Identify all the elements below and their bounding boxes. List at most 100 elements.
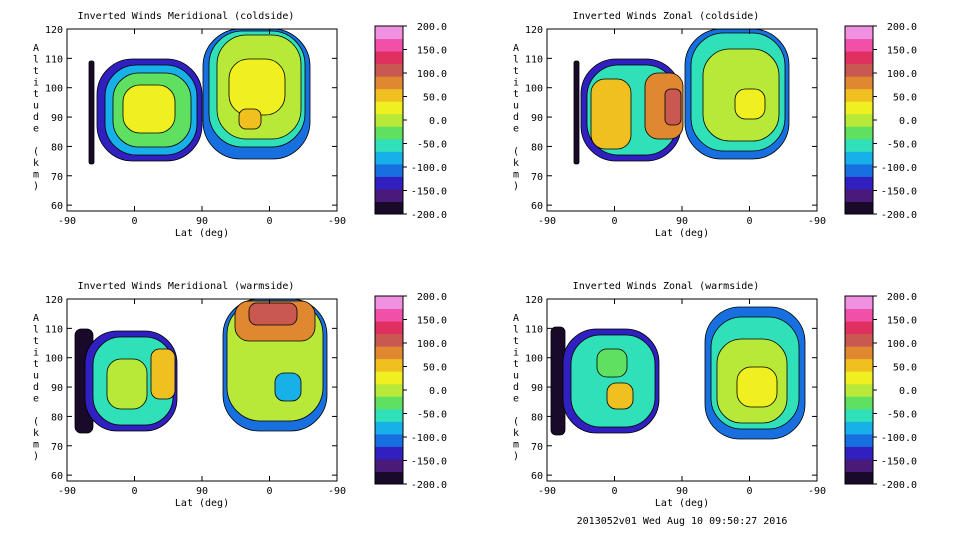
y-tick-label: 120	[45, 295, 63, 306]
x-tick-label: -90	[58, 486, 76, 497]
colorbar-segment	[845, 433, 873, 447]
y-tick-label: 60	[51, 471, 63, 482]
colorbar-segment	[845, 396, 873, 410]
colorbar-tick-label: 100.0	[887, 69, 917, 80]
colorbar-segment	[845, 308, 873, 322]
y-tick-label: 90	[51, 113, 63, 124]
colorbar-segment	[375, 471, 403, 485]
colorbar-segment	[375, 333, 403, 347]
contour-region	[88, 60, 95, 165]
colorbar-tick-label: 150.0	[417, 46, 447, 57]
x-axis-label: Lat (deg)	[175, 498, 229, 509]
x-tick-label: 90	[676, 216, 688, 227]
y-tick-label: 70	[531, 442, 543, 453]
colorbar-segment	[375, 188, 403, 202]
colorbar-segment	[845, 26, 873, 40]
y-tick-label: 60	[51, 201, 63, 212]
colorbar-segment	[375, 408, 403, 422]
y-tick-label: 70	[51, 442, 63, 453]
colorbar-segment	[845, 446, 873, 460]
contour-field	[573, 29, 790, 165]
colorbar-tick-label: 0.0	[899, 116, 917, 127]
contour-field	[550, 306, 806, 440]
x-tick-label: -90	[538, 486, 556, 497]
colorbar-tick-label: 100.0	[417, 69, 447, 80]
colorbar-tick-label: -150.0	[881, 457, 917, 468]
x-tick-label: 0	[611, 486, 617, 497]
colorbar-tick-label: 0.0	[899, 386, 917, 397]
x-tick-label: 0	[266, 216, 272, 227]
contour-region	[736, 366, 778, 408]
y-tick-label: 90	[531, 113, 543, 124]
footer-timestamp: 2013052v01 Wed Aug 10 09:50:27 2016	[577, 516, 788, 527]
colorbar-segment	[845, 138, 873, 152]
panel-title: Inverted Winds Zonal (coldside)	[573, 11, 760, 22]
contour-region	[228, 58, 286, 116]
contour-field	[88, 29, 311, 165]
x-tick-label: -90	[58, 216, 76, 227]
colorbar-segment	[845, 371, 873, 385]
x-axis-label: Lat (deg)	[175, 228, 229, 239]
contour-region	[150, 348, 176, 400]
colorbar-tick-label: 200.0	[887, 292, 917, 303]
colorbar-segment	[845, 38, 873, 52]
colorbar-segment	[845, 346, 873, 360]
contour-field	[74, 299, 328, 434]
colorbar-segment	[375, 151, 403, 165]
y-tick-label: 100	[45, 354, 63, 365]
colorbar-segment	[375, 383, 403, 397]
contour-region	[274, 372, 302, 402]
y-tick-label: 100	[525, 354, 543, 365]
colorbar-tick-label: 50.0	[423, 93, 447, 104]
x-tick-label: 0	[746, 216, 752, 227]
colorbar-tick-label: 200.0	[417, 22, 447, 33]
contour-region	[590, 78, 632, 150]
colorbar-tick-label: 0.0	[429, 386, 447, 397]
colorbar-segment	[375, 433, 403, 447]
x-tick-label: 0	[131, 486, 137, 497]
colorbar-tick-label: 0.0	[429, 116, 447, 127]
colorbar-segment	[375, 458, 403, 472]
y-tick-label: 110	[45, 54, 63, 65]
colorbar-segment	[845, 151, 873, 165]
colorbar-segment	[375, 113, 403, 127]
y-tick-label: 110	[525, 54, 543, 65]
colorbar-segment	[375, 346, 403, 360]
colorbar-segment	[845, 188, 873, 202]
colorbar-segment	[375, 446, 403, 460]
colorbar-segment	[845, 76, 873, 90]
x-tick-label: 90	[196, 486, 208, 497]
colorbar-segment	[375, 176, 403, 190]
contour-region	[248, 302, 298, 326]
x-tick-label: 0	[131, 216, 137, 227]
x-tick-label: 0	[746, 486, 752, 497]
colorbar-tick-label: 150.0	[887, 316, 917, 327]
colorbar-segment	[375, 63, 403, 77]
contour-region	[606, 382, 634, 410]
colorbar-tick-label: -200.0	[411, 210, 447, 221]
colorbar-segment	[845, 176, 873, 190]
y-tick-label: 70	[51, 172, 63, 183]
colorbar-segment	[845, 101, 873, 115]
colorbar-segment	[375, 308, 403, 322]
contour-region	[734, 88, 766, 120]
colorbar-tick-label: -100.0	[881, 163, 917, 174]
x-tick-label: -90	[328, 216, 346, 227]
x-tick-label: 0	[266, 486, 272, 497]
colorbar-segment	[375, 138, 403, 152]
colorbar-tick-label: -100.0	[881, 433, 917, 444]
colorbar-segment	[845, 63, 873, 77]
colorbar-tick-label: -50.0	[887, 410, 917, 421]
colorbar-segment	[375, 371, 403, 385]
colorbar-segment	[375, 321, 403, 335]
y-tick-label: 80	[51, 412, 63, 423]
x-tick-label: 90	[676, 486, 688, 497]
y-tick-label: 80	[531, 142, 543, 153]
colorbar-tick-label: -200.0	[411, 480, 447, 491]
y-tick-label: 110	[525, 324, 543, 335]
x-tick-label: -90	[328, 486, 346, 497]
colorbar-segment	[845, 113, 873, 127]
